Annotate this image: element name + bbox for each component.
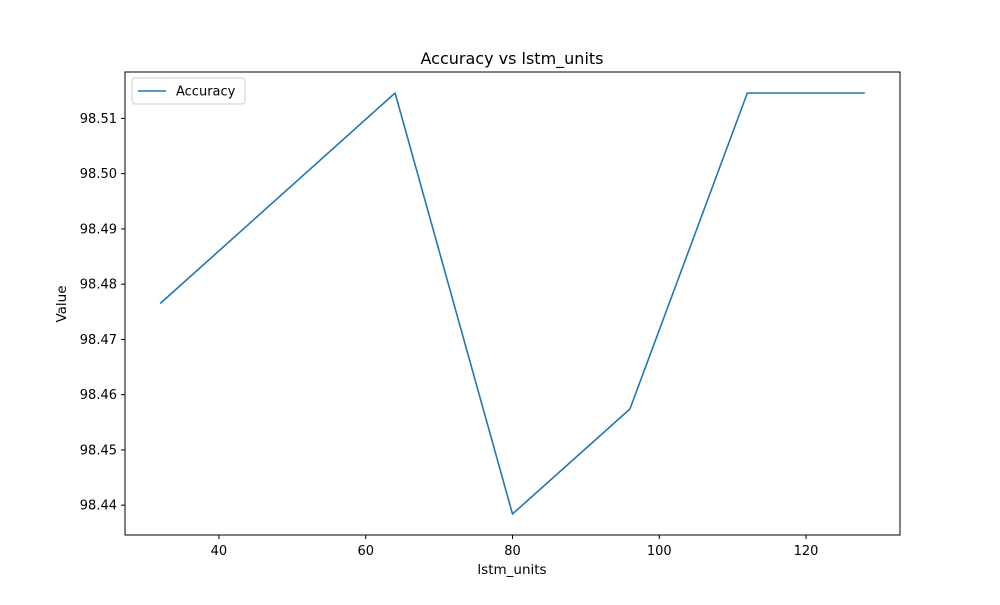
plot-area — [159, 92, 865, 515]
x-tick-label: 80 — [504, 544, 521, 559]
x-axis-label: lstm_units — [477, 562, 546, 578]
chart-title: Accuracy vs lstm_units — [421, 49, 604, 69]
y-tick-label: 98.48 — [80, 278, 117, 293]
x-tick-label: 100 — [647, 544, 672, 559]
y-tick-label: 98.45 — [80, 443, 117, 458]
y-tick-label: 98.44 — [80, 499, 117, 514]
x-tick-label: 40 — [211, 544, 228, 559]
legend-box — [131, 77, 246, 105]
legend: Accuracy — [131, 77, 246, 105]
y-tick-label: 98.50 — [80, 167, 117, 182]
y-tick-label: 98.46 — [80, 388, 117, 403]
series-line-accuracy — [159, 92, 865, 515]
x-tick-label: 120 — [794, 544, 819, 559]
x-tick-label: 60 — [357, 544, 374, 559]
y-tick-label: 98.49 — [80, 222, 117, 237]
y-tick-label: 98.51 — [80, 112, 117, 127]
axes: 40 60 80 100 120 98.44 98.45 98.46 98.47 98.48 98.… — [80, 71, 901, 559]
y-axis-label: Value — [54, 285, 70, 322]
y-tick-label: 98.47 — [80, 333, 117, 348]
legend-label: Accuracy — [176, 85, 236, 100]
